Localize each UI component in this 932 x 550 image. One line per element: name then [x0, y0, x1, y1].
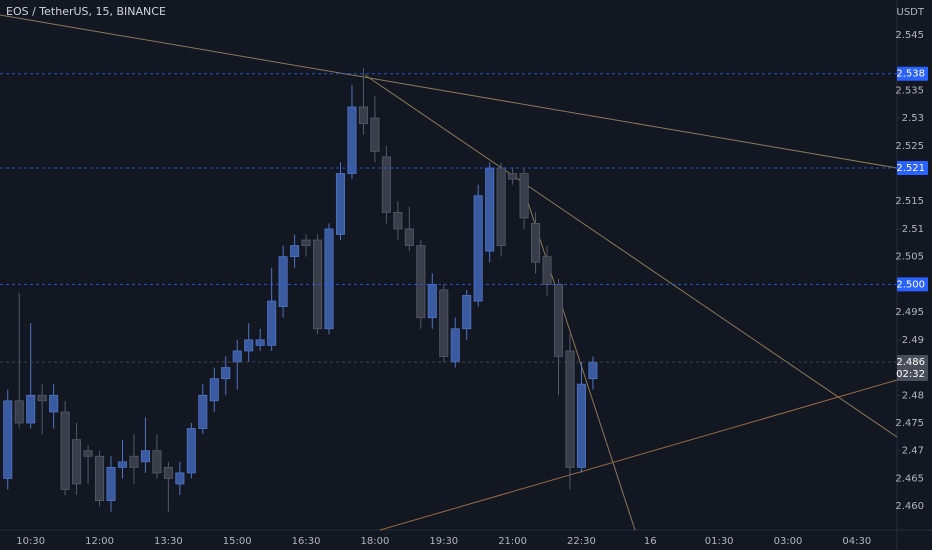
- price-label-box: [897, 355, 928, 382]
- price-label: 2.538: [896, 69, 925, 80]
- candle-body: [324, 228, 334, 330]
- y-tick-label: 2.49: [902, 335, 924, 346]
- candle-body: [244, 339, 254, 352]
- candle-body: [473, 195, 483, 302]
- candle-body: [14, 400, 24, 424]
- candle-body: [140, 450, 150, 463]
- x-tick-label: 16:30: [292, 536, 321, 547]
- y-tick-label: 2.545: [895, 30, 924, 41]
- candle-body: [496, 167, 506, 246]
- x-tick-label: 10:30: [16, 536, 45, 547]
- x-tick-label: 12:00: [85, 536, 114, 547]
- candle-body: [232, 350, 242, 363]
- x-tick-label: 15:00: [223, 536, 252, 547]
- y-tick-label: 2.495: [895, 307, 924, 318]
- y-tick-label: 2.51: [902, 224, 924, 235]
- candle-body: [462, 295, 472, 330]
- candle-body: [370, 117, 380, 152]
- candles: [3, 68, 598, 512]
- x-tick-label: 13:30: [154, 536, 183, 547]
- candle-body: [393, 211, 403, 230]
- x-tick-label: 19:30: [429, 536, 458, 547]
- candle-body: [278, 256, 288, 307]
- candle-body: [152, 450, 162, 474]
- candle-body: [3, 400, 13, 479]
- candle-body: [508, 173, 518, 180]
- candle-body: [416, 245, 426, 319]
- chart-title: EOS / TetherUS, 15, BINANCE: [6, 5, 166, 18]
- candle-body: [209, 378, 219, 402]
- price-label-box: [897, 160, 928, 175]
- price-label-box: [897, 66, 928, 81]
- candle-body: [565, 350, 575, 468]
- x-tick-label: 16: [644, 536, 657, 547]
- price-label: 2.521: [896, 163, 925, 174]
- x-tick-label: 03:00: [774, 536, 803, 547]
- y-tick-label: 2.535: [895, 85, 924, 96]
- trend-line: [379, 379, 898, 531]
- candle-body: [83, 450, 93, 457]
- candle-body: [519, 173, 529, 219]
- price-label-box: [897, 277, 928, 292]
- y-tick-label: 2.505: [895, 252, 924, 263]
- candle-body: [255, 339, 265, 346]
- candle-body: [290, 245, 300, 258]
- countdown: 02:32: [896, 369, 925, 380]
- candle-body: [347, 106, 357, 174]
- x-tick-label: 18:00: [361, 536, 390, 547]
- candle-body: [301, 239, 311, 246]
- price-label: 2.500: [896, 279, 925, 290]
- candle-body: [485, 167, 495, 252]
- candle-body: [175, 472, 185, 485]
- candle-body: [439, 289, 449, 357]
- y-tick-label: 2.515: [895, 196, 924, 207]
- x-tick-label: 01:30: [705, 536, 734, 547]
- candle-body: [60, 411, 70, 490]
- candle-body: [358, 106, 368, 125]
- trend-line: [364, 74, 898, 438]
- candle-body: [49, 394, 59, 413]
- candle-body: [186, 428, 196, 474]
- candle-body: [106, 466, 116, 502]
- y-tick-label: 2.465: [895, 473, 924, 484]
- price-label: 2.486: [896, 357, 925, 368]
- candle-body: [95, 455, 105, 502]
- candle-body: [381, 156, 391, 213]
- candle-body: [427, 284, 437, 319]
- candle-body: [117, 461, 128, 468]
- candle-body: [221, 367, 231, 380]
- y-tick-label: 2.48: [902, 390, 924, 401]
- candle-body: [163, 466, 173, 479]
- candle-body: [450, 328, 460, 363]
- candle-body: [553, 284, 564, 357]
- candle-body: [72, 439, 82, 485]
- candle-body: [335, 173, 346, 235]
- y-tick-label: 2.525: [895, 141, 924, 152]
- trend-line: [0, 14, 898, 169]
- y-axis-label: USDT: [897, 7, 925, 18]
- y-tick-label: 2.460: [895, 501, 924, 512]
- y-tick-label: 2.53: [902, 113, 924, 124]
- candle-body: [588, 361, 598, 380]
- x-tick-label: 22:30: [567, 536, 596, 547]
- y-tick-label: 2.475: [895, 418, 924, 429]
- candle-body: [26, 394, 36, 424]
- x-tick-label: 21:00: [498, 536, 527, 547]
- candle-body: [267, 300, 277, 346]
- y-tick-label: 2.47: [902, 446, 924, 457]
- candle-body: [129, 455, 139, 468]
- candle-body: [404, 228, 414, 246]
- candle-body: [542, 256, 552, 285]
- x-tick-label: 04:30: [842, 536, 871, 547]
- candle-body: [531, 223, 541, 263]
- candle-body: [576, 383, 586, 468]
- candle-body: [37, 394, 47, 402]
- candle-body: [198, 394, 208, 429]
